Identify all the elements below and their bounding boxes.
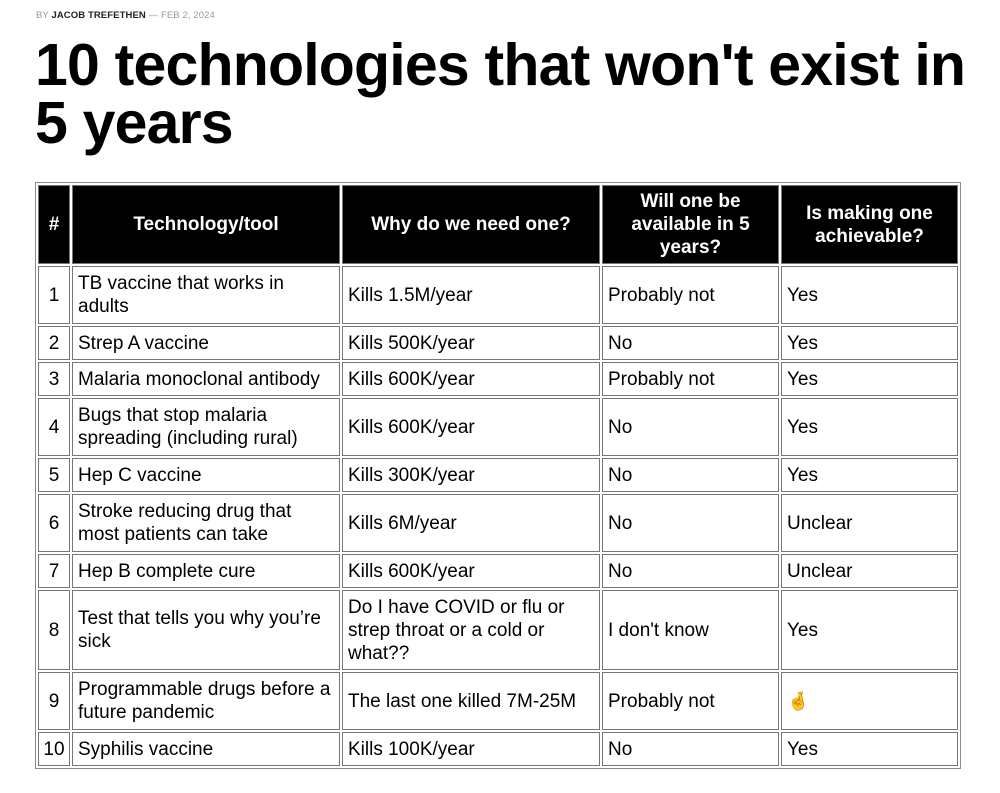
cell-number: 3 bbox=[38, 362, 70, 396]
cell-available: Probably not bbox=[602, 672, 779, 730]
cell-technology: Test that tells you why you’re sick bbox=[72, 590, 340, 670]
header-available-5-years: Will one be available in 5 years? bbox=[602, 185, 779, 264]
cell-why-needed: Kills 600K/year bbox=[342, 398, 600, 456]
table-row: 2 Strep A vaccine Kills 500K/year No Yes bbox=[38, 326, 958, 360]
cell-number: 9 bbox=[38, 672, 70, 730]
technology-table-container: # Technology/tool Why do we need one? Wi… bbox=[35, 182, 961, 769]
table-row: 10 Syphilis vaccine Kills 100K/year No Y… bbox=[38, 732, 958, 766]
cell-achievable: Yes bbox=[781, 398, 958, 456]
table-row: 3 Malaria monoclonal antibody Kills 600K… bbox=[38, 362, 958, 396]
cell-achievable: Yes bbox=[781, 266, 958, 324]
header-achievable: Is making one achievable? bbox=[781, 185, 958, 264]
cell-why-needed: Kills 6M/year bbox=[342, 494, 600, 552]
cell-available: No bbox=[602, 732, 779, 766]
cell-available: No bbox=[602, 458, 779, 492]
cell-technology: Programmable drugs before a future pande… bbox=[72, 672, 340, 730]
table-row: 4 Bugs that stop malaria spreading (incl… bbox=[38, 398, 958, 456]
table-row: 9 Programmable drugs before a future pan… bbox=[38, 672, 958, 730]
cell-achievable: Yes bbox=[781, 590, 958, 670]
cell-why-needed: The last one killed 7M-25M bbox=[342, 672, 600, 730]
cell-available: Probably not bbox=[602, 362, 779, 396]
cell-number: 2 bbox=[38, 326, 70, 360]
technology-table: # Technology/tool Why do we need one? Wi… bbox=[36, 183, 960, 768]
cell-technology: Strep A vaccine bbox=[72, 326, 340, 360]
cell-technology: Malaria monoclonal antibody bbox=[72, 362, 340, 396]
author-link[interactable]: JACOB TREFETHEN bbox=[51, 10, 146, 21]
cell-number: 5 bbox=[38, 458, 70, 492]
table-row: 7 Hep B complete cure Kills 600K/year No… bbox=[38, 554, 958, 588]
cell-why-needed: Kills 600K/year bbox=[342, 362, 600, 396]
table-header-row: # Technology/tool Why do we need one? Wi… bbox=[38, 185, 958, 264]
cell-technology: TB vaccine that works in adults bbox=[72, 266, 340, 324]
cell-available: No bbox=[602, 554, 779, 588]
page-title: 10 technologies that won't exist in 5 ye… bbox=[35, 32, 966, 156]
cell-why-needed: Do I have COVID or flu or strep throat o… bbox=[342, 590, 600, 670]
table-row: 5 Hep C vaccine Kills 300K/year No Yes bbox=[38, 458, 958, 492]
cell-technology: Bugs that stop malaria spreading (includ… bbox=[72, 398, 340, 456]
byline-prefix: BY bbox=[36, 10, 49, 21]
cell-achievable: Unclear bbox=[781, 554, 958, 588]
cell-technology: Hep C vaccine bbox=[72, 458, 340, 492]
post-date: — FEB 2, 2024 bbox=[148, 10, 215, 21]
cell-why-needed: Kills 500K/year bbox=[342, 326, 600, 360]
cell-achievable: Unclear bbox=[781, 494, 958, 552]
cell-available: No bbox=[602, 326, 779, 360]
cell-technology: Hep B complete cure bbox=[72, 554, 340, 588]
cell-number: 7 bbox=[38, 554, 70, 588]
crossed-fingers-emoji: 🤞 bbox=[781, 672, 958, 730]
table-row: 1 TB vaccine that works in adults Kills … bbox=[38, 266, 958, 324]
cell-achievable: Yes bbox=[781, 362, 958, 396]
cell-available: Probably not bbox=[602, 266, 779, 324]
table-row: 8 Test that tells you why you’re sick Do… bbox=[38, 590, 958, 670]
table-row: 6 Stroke reducing drug that most patient… bbox=[38, 494, 958, 552]
cell-technology: Stroke reducing drug that most patients … bbox=[72, 494, 340, 552]
cell-technology: Syphilis vaccine bbox=[72, 732, 340, 766]
header-technology: Technology/tool bbox=[72, 185, 340, 264]
cell-why-needed: Kills 300K/year bbox=[342, 458, 600, 492]
cell-why-needed: Kills 1.5M/year bbox=[342, 266, 600, 324]
header-number: # bbox=[38, 185, 70, 264]
header-why-needed: Why do we need one? bbox=[342, 185, 600, 264]
cell-available: No bbox=[602, 494, 779, 552]
cell-why-needed: Kills 100K/year bbox=[342, 732, 600, 766]
byline: BY JACOB TREFETHEN — FEB 2, 2024 bbox=[36, 10, 215, 21]
cell-achievable: Yes bbox=[781, 458, 958, 492]
cell-achievable: Yes bbox=[781, 732, 958, 766]
cell-available: No bbox=[602, 398, 779, 456]
cell-achievable: Yes bbox=[781, 326, 958, 360]
cell-why-needed: Kills 600K/year bbox=[342, 554, 600, 588]
cell-number: 6 bbox=[38, 494, 70, 552]
cell-available: I don't know bbox=[602, 590, 779, 670]
cell-number: 10 bbox=[38, 732, 70, 766]
cell-number: 1 bbox=[38, 266, 70, 324]
cell-number: 8 bbox=[38, 590, 70, 670]
cell-number: 4 bbox=[38, 398, 70, 456]
